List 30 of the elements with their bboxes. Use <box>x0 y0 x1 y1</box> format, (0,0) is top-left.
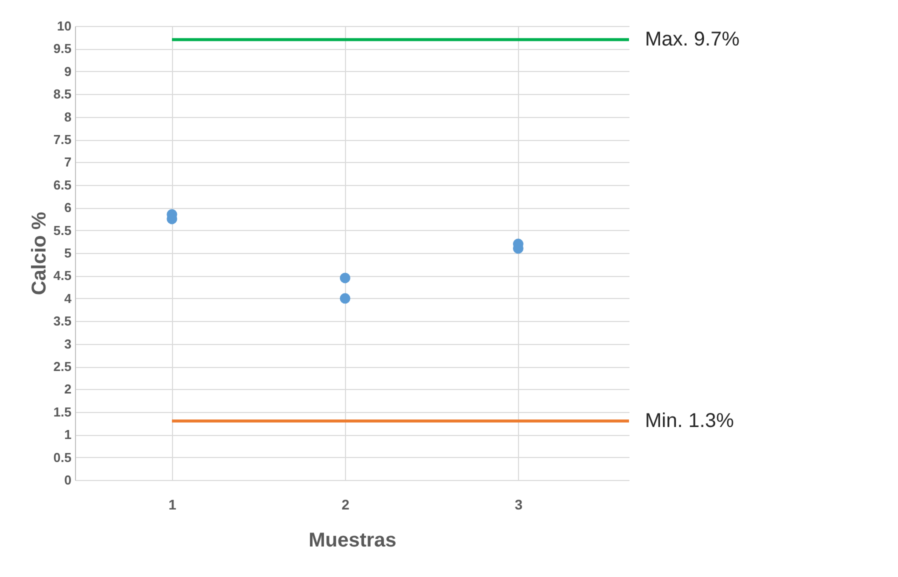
y-tick-label: 4 <box>64 290 72 306</box>
y-tick-label: 5.5 <box>53 222 72 238</box>
y-tick-label: 5 <box>64 246 72 260</box>
y-tick-label: 1 <box>64 427 72 442</box>
y-tick-label: 9.5 <box>53 41 72 56</box>
y-tick-label: 3.5 <box>53 314 72 329</box>
x-axis-title: Muestras <box>308 530 396 552</box>
y-tick-label: 9 <box>64 64 72 79</box>
y-tick-label: 0 <box>64 472 72 488</box>
y-tick-label: 0.5 <box>53 450 72 465</box>
series-label: Max. 9.7% <box>645 28 740 51</box>
y-tick-label: 8 <box>64 109 72 124</box>
point <box>340 272 350 284</box>
series-label: Min. 1.3% <box>645 410 734 432</box>
y-tick-label: 6.5 <box>53 177 72 192</box>
y-tick-label: 6 <box>64 200 72 216</box>
y-tick-label: 4.5 <box>53 268 72 284</box>
x-tick-label: 3 <box>514 496 523 512</box>
y-tick-label: 8.5 <box>53 86 72 102</box>
y-axis-title: Calcio % <box>28 212 50 296</box>
y-tick-label: 7.5 <box>53 132 72 147</box>
y-tick-label: 2 <box>64 382 72 397</box>
y-tick-label: 1.5 <box>53 404 72 420</box>
y-tick-label: 7 <box>64 154 72 170</box>
point <box>340 293 350 304</box>
y-tick-label: 3 <box>64 336 72 352</box>
y-tick-label: 10 <box>57 18 72 34</box>
y-tick-label: 2.5 <box>53 359 72 374</box>
x-tick-label: 1 <box>168 496 177 512</box>
x-tick-label: 2 <box>342 496 350 512</box>
